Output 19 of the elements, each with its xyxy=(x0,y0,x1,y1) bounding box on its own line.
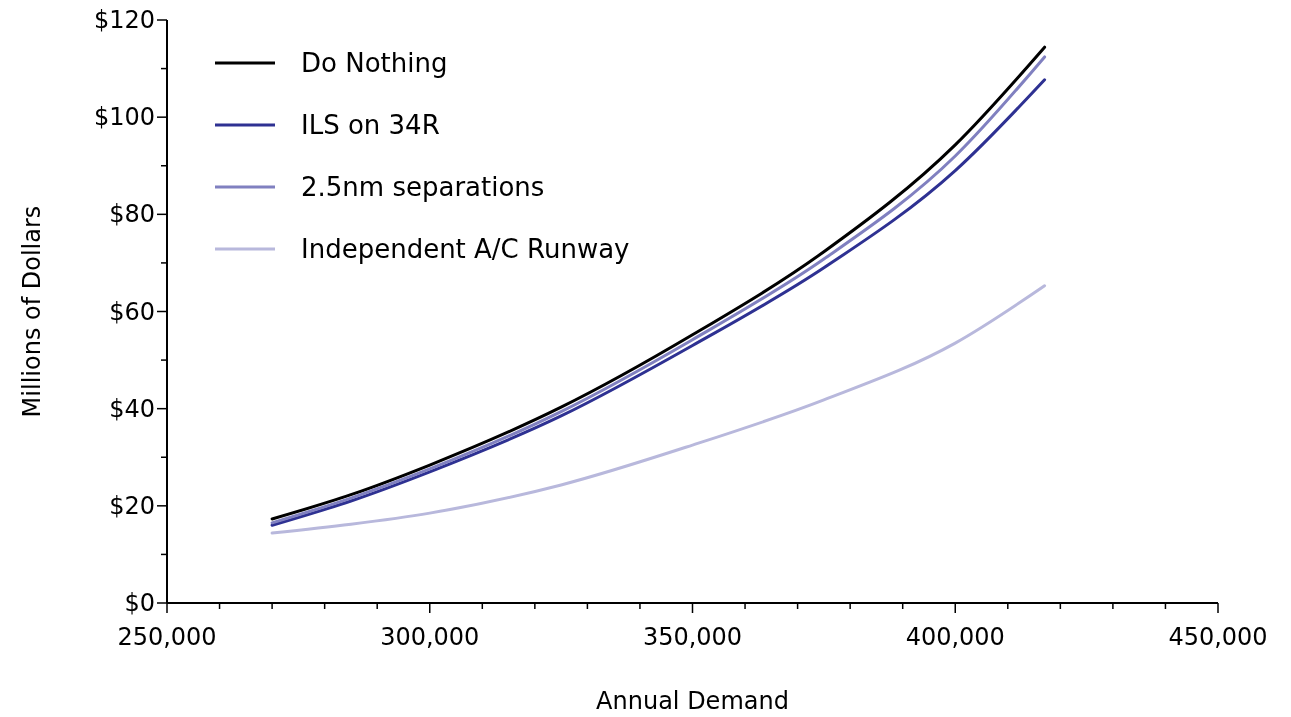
legend-label: 2.5nm separations xyxy=(301,172,545,202)
x-tick-label: 300,000 xyxy=(380,623,480,651)
y-axis-title: Millions of Dollars xyxy=(18,205,46,418)
y-tick-label: $20 xyxy=(109,491,155,520)
legend-label: ILS on 34R xyxy=(301,110,440,140)
x-tick-label: 350,000 xyxy=(642,623,743,651)
y-tick-label: $0 xyxy=(124,589,155,617)
x-tick-label: 450,000 xyxy=(1168,623,1268,651)
y-tick-label: $100 xyxy=(93,103,155,132)
y-tick-label: $80 xyxy=(109,200,155,229)
line-series xyxy=(270,284,1047,535)
legend-label: Do Nothing xyxy=(301,48,448,78)
y-tick-label: $60 xyxy=(109,297,155,326)
x-tick-label: 400,000 xyxy=(905,623,1005,651)
x-axis-title: Annual Demand xyxy=(596,687,789,715)
y-tick-label: $120 xyxy=(93,6,155,34)
x-tick-label: 250,000 xyxy=(117,623,217,651)
legend-label: Independent A/C Runway xyxy=(301,234,630,264)
y-tick-label: $40 xyxy=(109,394,155,423)
